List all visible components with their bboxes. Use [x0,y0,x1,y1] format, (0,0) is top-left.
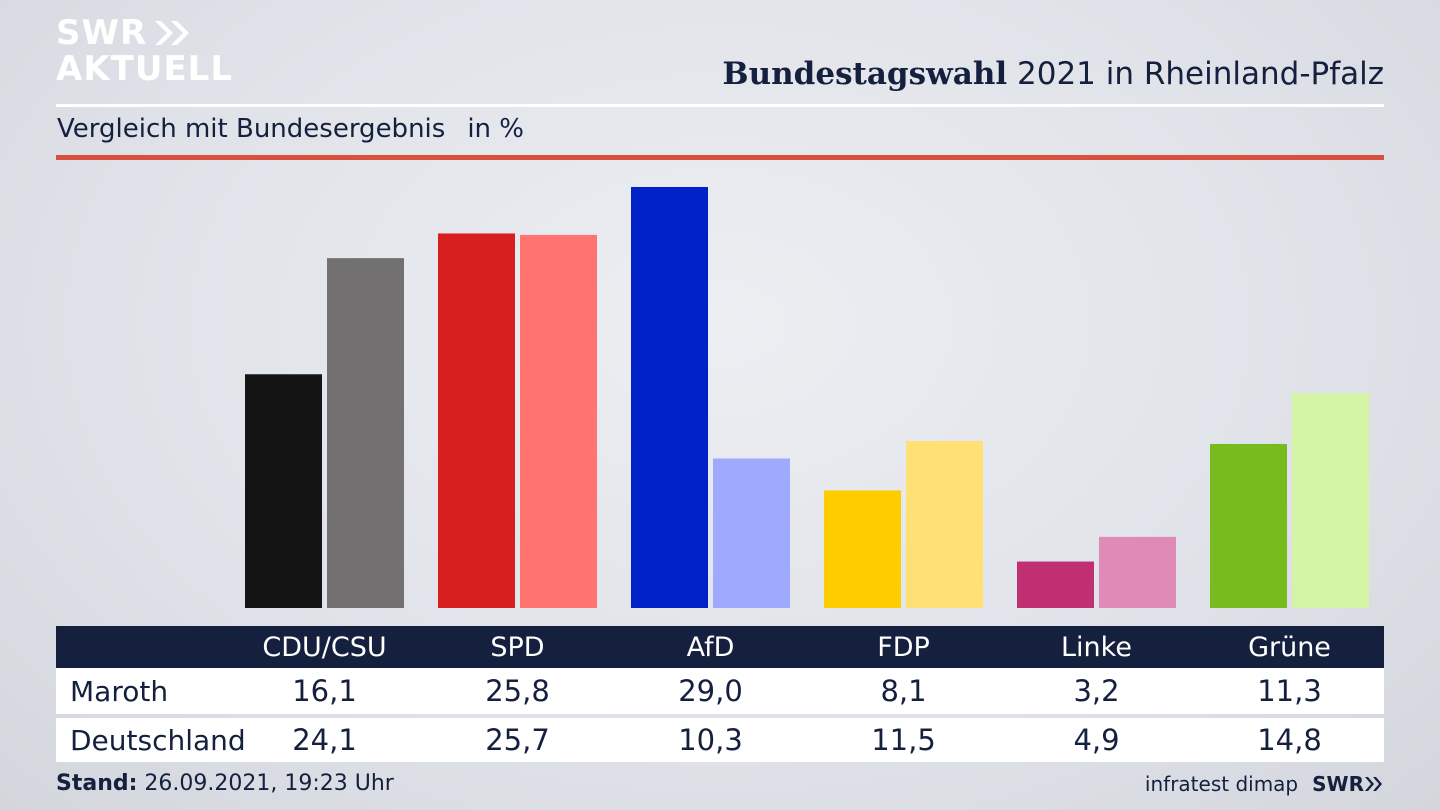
table-row-maroth: Maroth 16,1 25,8 29,0 8,1 3,2 11,3 [56,668,1384,714]
accent-divider [56,155,1384,160]
value-cell: 24,1 [292,723,357,757]
bar-afd-deutschland [713,458,790,608]
value-cell: 3,2 [1073,674,1120,708]
value-cell: 25,7 [485,723,550,757]
value-cell: 16,1 [292,674,357,708]
stand-label: Stand: [56,771,138,796]
bar-grüne-maroth [1210,443,1287,608]
source-text: infratest dimap [1144,772,1299,796]
row-label: Maroth [70,674,169,708]
double-chevron-icon [155,21,190,45]
subtitle-text: Vergleich mit Bundesergebnis [57,114,446,144]
table-header: CDU/CSU SPD AfD FDP Linke Grüne [56,626,1384,668]
double-chevron-icon [1365,777,1382,791]
swr-brand: SWR [1312,772,1384,796]
column-header: CDU/CSU [262,631,387,663]
column-header: SPD [490,631,545,663]
bar-linke-deutschland [1099,536,1176,608]
title-divider [56,104,1384,107]
bar-chart [245,187,1369,608]
chart-title: Bundestagswahl 2021 in Rheinland-Pfalz [722,56,1384,92]
value-cell: 14,8 [1257,723,1322,757]
value-cell: 10,3 [678,723,743,757]
bar-cdu-csu-maroth [245,374,322,608]
results-table: CDU/CSU SPD AfD FDP Linke Grüne Maroth 16,1 25… [56,626,1384,762]
value-cell: 11,3 [1257,674,1322,708]
value-cell: 25,8 [485,674,550,708]
column-header: FDP [877,631,930,663]
column-header: Linke [1061,631,1132,663]
logo-bottom-text: AKTUELL [56,49,234,89]
timestamp: Stand: 26.09.2021, 19:23 Uhr [56,771,394,796]
bar-fdp-maroth [824,490,901,608]
value-cell: 11,5 [871,723,936,757]
title-bold: Bundestagswahl [722,56,1008,92]
bar-fdp-deutschland [906,441,983,608]
logo-top-text: SWR [56,13,148,53]
bar-spd-maroth [438,233,515,608]
bar-cdu-csu-deutschland [327,258,404,608]
bar-grüne-deutschland [1292,393,1369,608]
source-credit: infratest dimap SWR [1145,772,1384,796]
chart-subtitle: Vergleich mit Bundesergebnis in % [57,114,524,144]
bar-afd-maroth [631,187,708,608]
swr-aktuell-logo: SWR AKTUELL [56,16,233,86]
column-header: Grüne [1248,631,1331,663]
column-header: AfD [686,631,735,663]
value-cell: 4,9 [1073,723,1120,757]
bar-spd-deutschland [520,234,597,608]
row-label: Deutschland [70,723,246,757]
stand-value: 26.09.2021, 19:23 Uhr [137,771,394,796]
title-rest: 2021 in Rheinland-Pfalz [1007,56,1384,92]
value-cell: 8,1 [880,674,927,708]
unit-label: in % [467,114,524,144]
brand-text: SWR [1312,772,1364,796]
value-cell: 29,0 [678,674,743,708]
table-row-deutschland: Deutschland 24,1 25,7 10,3 11,5 4,9 14,8 [56,718,1384,762]
bar-linke-maroth [1017,561,1094,608]
